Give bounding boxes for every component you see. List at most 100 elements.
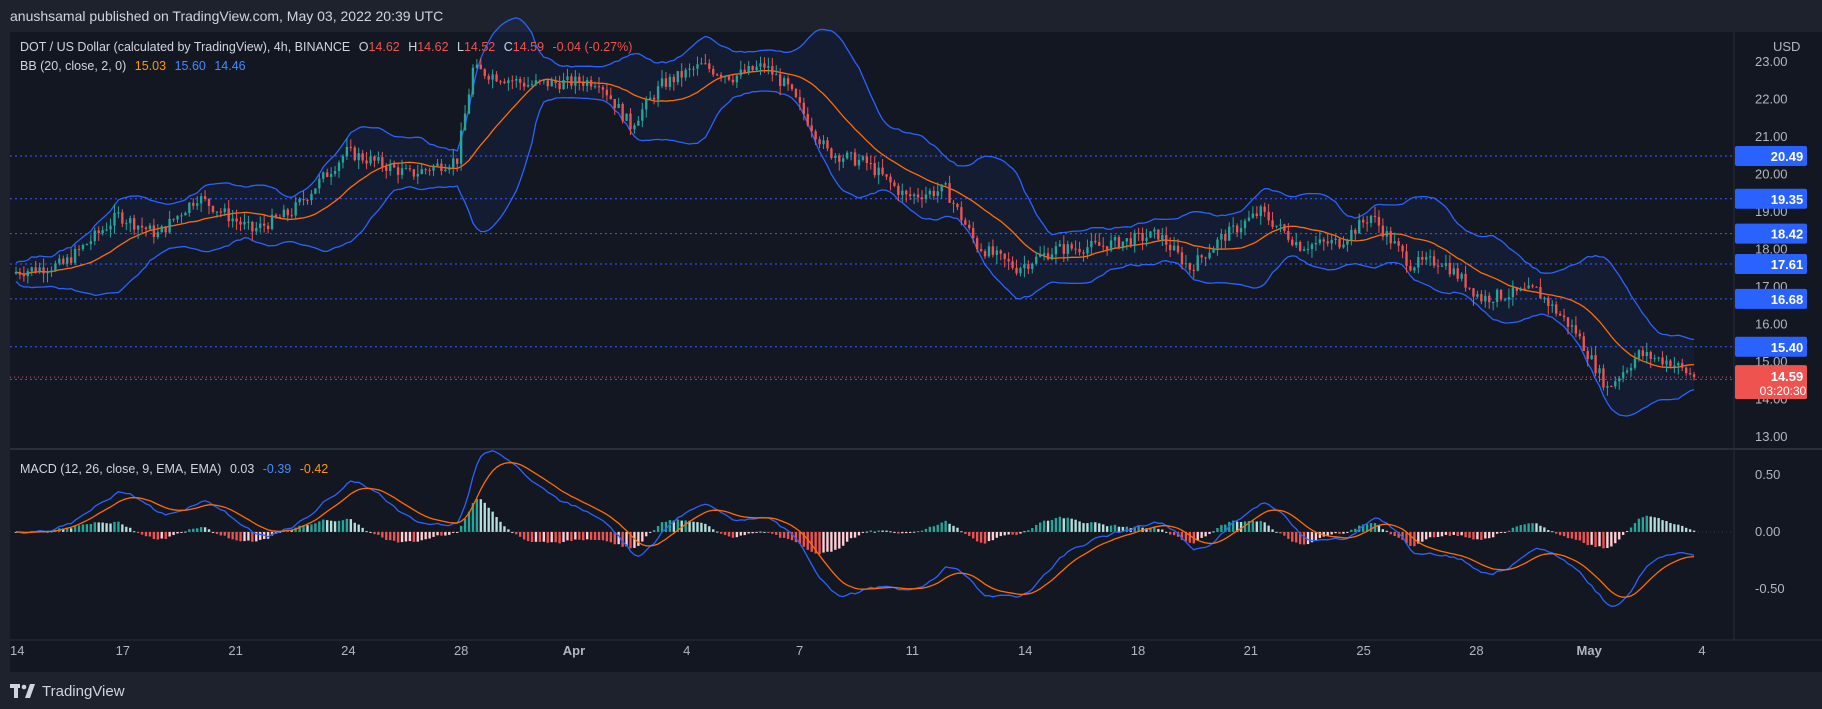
candle-body bbox=[1074, 248, 1077, 250]
macd-histogram-bar bbox=[1527, 523, 1530, 532]
candle-body bbox=[605, 89, 609, 96]
macd-histogram-bar bbox=[1511, 527, 1515, 532]
macd-histogram-bar bbox=[1377, 525, 1381, 532]
currency-label: USD bbox=[1773, 39, 1800, 54]
macd-histogram-bar bbox=[897, 531, 900, 534]
candle-body bbox=[278, 217, 282, 219]
candle-body bbox=[1102, 245, 1105, 247]
macd-histogram-bar bbox=[1692, 530, 1696, 532]
candle-body bbox=[1425, 256, 1428, 260]
candle-body bbox=[369, 156, 372, 164]
candle-body bbox=[916, 194, 920, 198]
candle-body bbox=[712, 68, 715, 75]
candle-body bbox=[1271, 220, 1274, 227]
candle-body bbox=[625, 113, 628, 121]
candle-body bbox=[109, 225, 112, 230]
candle-body bbox=[1054, 246, 1058, 255]
macd-histogram-bar bbox=[361, 527, 364, 532]
candle-body bbox=[1322, 239, 1325, 242]
candle-body bbox=[838, 155, 841, 162]
symbol-label[interactable]: DOT / US Dollar (calculated by TradingVi… bbox=[20, 40, 351, 54]
candle-body bbox=[18, 271, 22, 275]
candle-body bbox=[129, 218, 132, 224]
macd-histogram-bar bbox=[1050, 519, 1054, 532]
candle-body bbox=[660, 78, 664, 87]
candle-body bbox=[404, 168, 408, 170]
candle-body bbox=[1629, 367, 1633, 371]
candle-body bbox=[97, 230, 100, 234]
macd-histogram-bar bbox=[1102, 524, 1105, 532]
macd-histogram-bar bbox=[223, 531, 226, 536]
macd-histogram-bar bbox=[1023, 531, 1026, 533]
candle-body bbox=[719, 74, 723, 78]
macd-histogram-bar bbox=[302, 525, 305, 532]
tradingview-logo[interactable]: TradingView bbox=[10, 679, 125, 703]
macd-histogram-bar bbox=[751, 531, 754, 534]
macd-histogram-bar bbox=[558, 531, 561, 544]
macd-histogram-bar bbox=[582, 531, 585, 541]
candle-body bbox=[779, 74, 782, 87]
macd-histogram-bar bbox=[1082, 523, 1085, 532]
candle-body bbox=[329, 173, 333, 177]
macd-histogram-bar bbox=[1232, 520, 1235, 532]
macd-histogram-bar bbox=[1543, 527, 1546, 532]
macd-histogram-bar bbox=[1625, 531, 1629, 533]
macd-histogram-bar bbox=[1472, 531, 1475, 540]
candle-body bbox=[853, 152, 857, 166]
candle-body bbox=[1625, 370, 1629, 373]
candle-body bbox=[637, 120, 640, 126]
candle-body bbox=[530, 84, 534, 86]
time-axis-tick: 28 bbox=[1469, 643, 1483, 658]
macd-histogram-bar bbox=[1243, 521, 1247, 532]
candle-body bbox=[1149, 231, 1152, 238]
macd-histogram-bar bbox=[81, 524, 85, 532]
macd-histogram-bar bbox=[822, 531, 825, 553]
macd-histogram-bar bbox=[93, 522, 96, 532]
macd-histogram-bar bbox=[972, 531, 975, 539]
candle-body bbox=[1094, 240, 1097, 243]
macd-histogram-bar bbox=[1484, 531, 1487, 539]
macd-histogram-bar bbox=[192, 528, 195, 532]
candle-body bbox=[1141, 233, 1144, 241]
candle-body bbox=[1295, 241, 1298, 246]
macd-legend: MACD (12, 26, close, 9, EMA, EMA) 0.03 -… bbox=[20, 462, 333, 476]
macd-histogram-bar bbox=[948, 523, 951, 532]
macd-histogram-bar bbox=[1405, 531, 1408, 544]
candle-body bbox=[310, 193, 313, 201]
macd-indicator-label[interactable]: MACD (12, 26, close, 9, EMA, EMA) bbox=[20, 462, 222, 476]
macd-histogram-bar bbox=[420, 531, 423, 541]
macd-histogram-bar bbox=[1216, 527, 1219, 532]
candle-body bbox=[1251, 213, 1255, 218]
candle-body bbox=[1330, 239, 1333, 244]
macd-histogram-bar bbox=[1385, 530, 1388, 532]
candle-body bbox=[333, 170, 337, 174]
chart-canvas[interactable]: 23.0022.0021.0020.0019.0018.0017.0016.00… bbox=[0, 0, 1822, 672]
macd-histogram-bar bbox=[1117, 526, 1121, 532]
candle-body bbox=[1586, 350, 1589, 360]
macd-histogram-bar bbox=[1042, 520, 1046, 532]
candle-body bbox=[1109, 240, 1113, 251]
bb-indicator-label[interactable]: BB (20, close, 2, 0) bbox=[20, 59, 127, 73]
candle-body bbox=[652, 97, 656, 100]
macd-histogram-bar bbox=[1295, 531, 1298, 543]
macd-histogram-bar bbox=[172, 531, 175, 536]
macd-histogram-bar bbox=[1149, 527, 1152, 532]
macd-histogram-bar bbox=[1562, 531, 1566, 537]
candle-body bbox=[1503, 299, 1507, 301]
bb-band-fill bbox=[16, 17, 1695, 417]
macd-histogram-bar bbox=[1685, 527, 1688, 532]
candle-body bbox=[1692, 374, 1696, 378]
candle-body bbox=[1019, 268, 1022, 274]
macd-histogram-bar bbox=[266, 531, 270, 539]
macd-histogram-bar bbox=[132, 531, 136, 533]
candle-body bbox=[1228, 226, 1231, 241]
macd-histogram-bar bbox=[1495, 531, 1499, 534]
macd-histogram-bar bbox=[400, 531, 404, 543]
macd-histogram-bar bbox=[739, 531, 742, 536]
price-axis-tick: 16.00 bbox=[1755, 316, 1788, 331]
macd-histogram-bar bbox=[1113, 524, 1117, 532]
candle-body bbox=[956, 203, 959, 208]
macd-histogram-bar bbox=[1594, 531, 1597, 548]
macd-histogram-bar bbox=[1507, 530, 1511, 532]
macd-histogram-bar bbox=[1334, 531, 1337, 534]
